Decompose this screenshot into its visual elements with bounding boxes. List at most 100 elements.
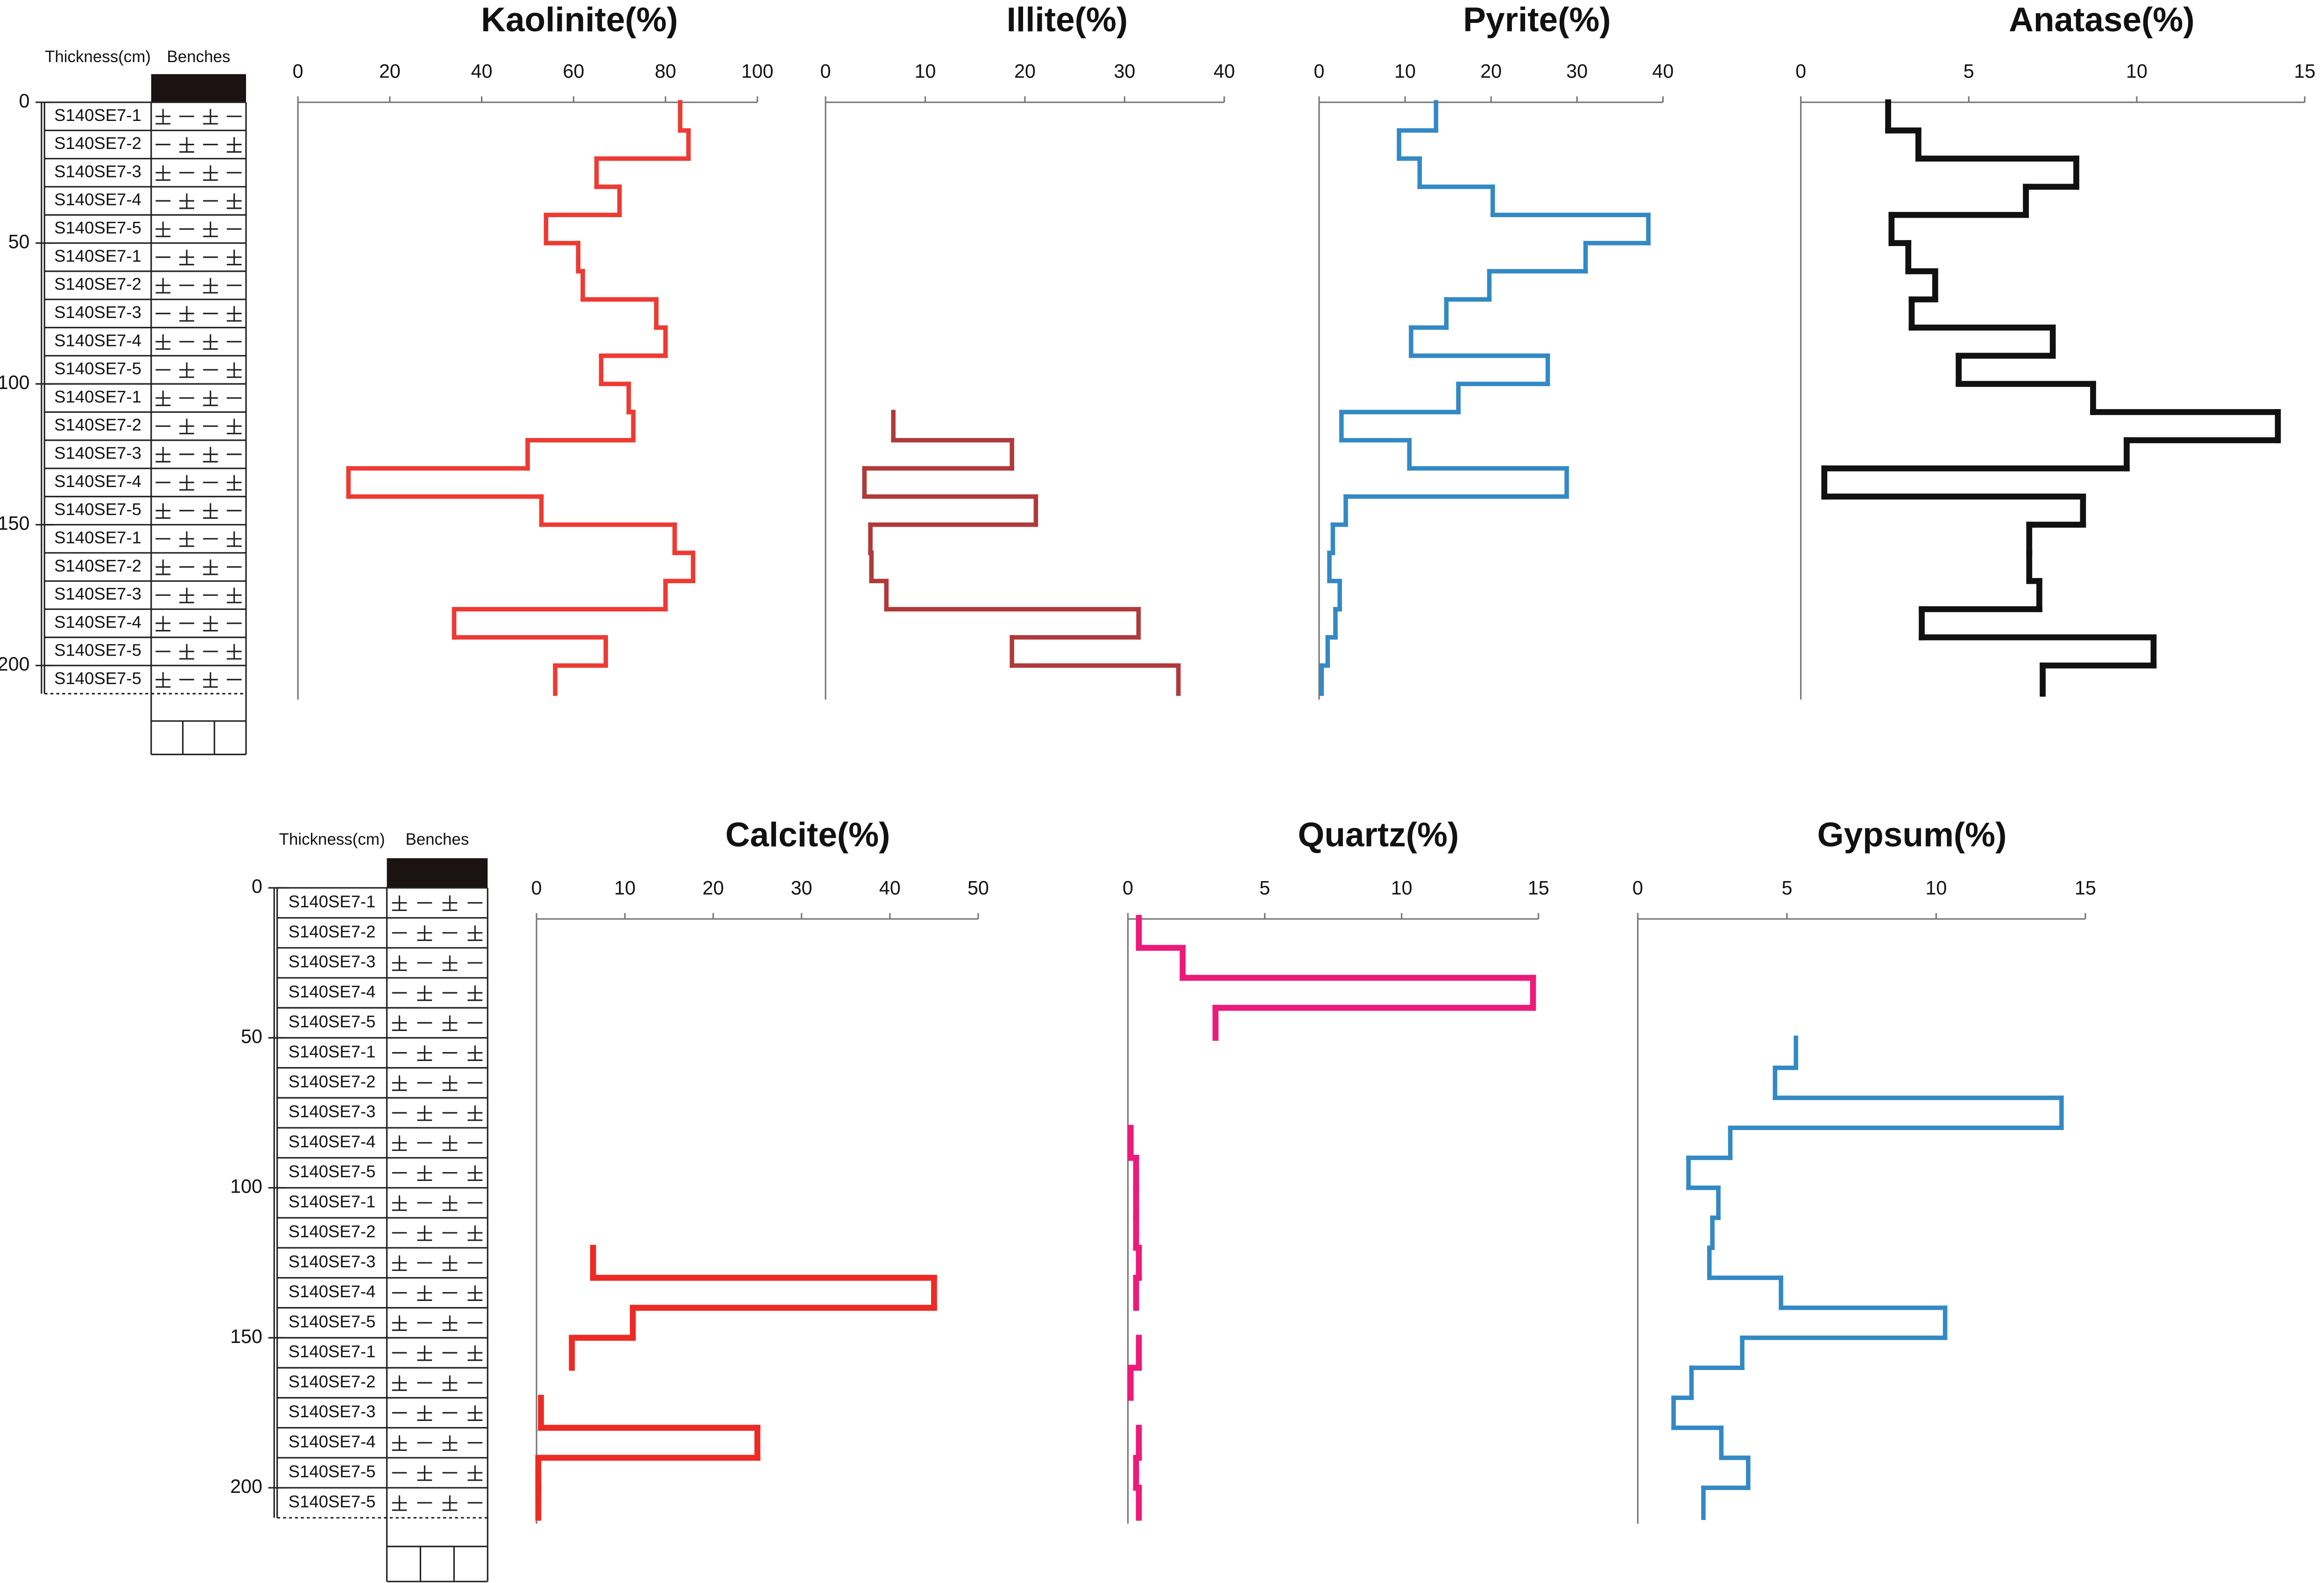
y-tick-label: 200 xyxy=(0,653,29,675)
x-tick-label: 0 xyxy=(531,877,542,898)
sample-label: S140SE7-1 xyxy=(289,1192,376,1211)
x-tick-label: 40 xyxy=(471,60,493,82)
sample-label: S140SE7-5 xyxy=(289,1012,376,1031)
y-tick-label: 0 xyxy=(252,876,262,897)
y-tick-label: 150 xyxy=(230,1326,262,1347)
chart-title: Illite(%) xyxy=(1007,1,1128,39)
sample-label: S140SE7-5 xyxy=(54,359,141,378)
x-tick-label: 0 xyxy=(1632,877,1643,898)
x-tick-label: 20 xyxy=(1480,60,1502,82)
y-tick-label: 150 xyxy=(0,513,29,534)
x-tick-label: 5 xyxy=(1259,877,1270,898)
x-tick-label: 30 xyxy=(1114,60,1135,82)
sample-label: S140SE7-5 xyxy=(54,669,141,688)
sample-label: S140SE7-2 xyxy=(289,1222,376,1241)
y-tick-label: 0 xyxy=(19,90,30,112)
sample-label: S140SE7-4 xyxy=(54,331,141,350)
x-tick-label: 40 xyxy=(1214,60,1235,82)
x-tick-label: 60 xyxy=(563,60,584,82)
x-tick-label: 10 xyxy=(1391,877,1413,898)
x-tick-label: 40 xyxy=(879,877,901,898)
sample-label: S140SE7-2 xyxy=(54,275,141,294)
x-tick-label: 15 xyxy=(1528,877,1549,898)
sample-label: S140SE7-3 xyxy=(54,444,141,463)
sample-label: S140SE7-3 xyxy=(289,1252,376,1271)
x-tick-label: 10 xyxy=(614,877,636,898)
y-tick-label: 50 xyxy=(8,231,30,252)
sample-label: S140SE7-4 xyxy=(54,190,141,209)
x-tick-label: 0 xyxy=(1795,60,1806,82)
x-tick-label: 30 xyxy=(1566,60,1588,82)
x-tick-label: 0 xyxy=(293,60,304,82)
sample-label: S140SE7-2 xyxy=(289,922,376,941)
sample-label: S140SE7-4 xyxy=(289,982,376,1001)
sample-label: S140SE7-5 xyxy=(289,1462,376,1481)
sample-label: S140SE7-5 xyxy=(289,1162,376,1181)
x-tick-label: 0 xyxy=(820,60,831,82)
sample-label: S140SE7-1 xyxy=(289,1342,376,1361)
header-bar xyxy=(151,74,246,103)
x-tick-label: 20 xyxy=(702,877,724,898)
chart-title: Anatase(%) xyxy=(2009,1,2195,39)
sample-label: S140SE7-3 xyxy=(289,952,376,971)
column-header: Benches xyxy=(167,48,230,66)
x-tick-label: 10 xyxy=(1394,60,1416,82)
sample-label: S140SE7-3 xyxy=(289,1102,376,1121)
sample-label: S140SE7-5 xyxy=(289,1492,376,1511)
sample-label: S140SE7-2 xyxy=(289,1072,376,1091)
x-tick-label: 0 xyxy=(1314,60,1324,82)
sample-label: S140SE7-3 xyxy=(289,1402,376,1421)
sample-label: S140SE7-3 xyxy=(54,584,141,603)
sample-label: S140SE7-2 xyxy=(54,134,141,153)
sample-label: S140SE7-1 xyxy=(289,892,376,911)
sample-label: S140SE7-4 xyxy=(289,1282,376,1301)
x-tick-label: 0 xyxy=(1123,877,1133,898)
sample-label: S140SE7-2 xyxy=(54,415,141,434)
x-tick-label: 5 xyxy=(1781,877,1792,898)
sample-label: S140SE7-4 xyxy=(54,472,141,491)
sample-label: S140SE7-1 xyxy=(54,106,141,125)
sample-label: S140SE7-4 xyxy=(289,1132,376,1151)
sample-label: S140SE7-3 xyxy=(54,303,141,322)
chart-title: Quartz(%) xyxy=(1298,816,1459,854)
x-tick-label: 30 xyxy=(791,877,812,898)
x-tick-label: 5 xyxy=(1964,60,1974,82)
x-tick-label: 10 xyxy=(2126,60,2147,82)
y-tick-label: 100 xyxy=(230,1176,262,1197)
sample-label: S140SE7-3 xyxy=(54,162,141,181)
sample-label: S140SE7-1 xyxy=(54,387,141,406)
sample-label: S140SE7-5 xyxy=(54,218,141,237)
chart-title: Gypsum(%) xyxy=(1817,816,2007,854)
x-tick-label: 50 xyxy=(968,877,989,898)
sample-label: S140SE7-5 xyxy=(289,1312,376,1331)
column-title: Thickness(cm) xyxy=(279,830,385,848)
sample-label: S140SE7-1 xyxy=(54,246,141,265)
y-tick-label: 200 xyxy=(230,1476,262,1497)
chart-title: Calcite(%) xyxy=(725,816,890,854)
x-tick-label: 10 xyxy=(1925,877,1947,898)
x-tick-label: 15 xyxy=(2294,60,2316,82)
sample-label: S140SE7-4 xyxy=(289,1432,376,1451)
column-title: Thickness(cm) xyxy=(45,48,151,66)
y-tick-label: 100 xyxy=(0,372,29,393)
column-header: Benches xyxy=(405,830,469,848)
x-tick-label: 10 xyxy=(914,60,936,82)
sample-label: S140SE7-1 xyxy=(54,528,141,547)
sample-label: S140SE7-1 xyxy=(289,1042,376,1061)
sample-label: S140SE7-5 xyxy=(54,500,141,519)
x-tick-label: 100 xyxy=(742,60,774,82)
sample-label: S140SE7-4 xyxy=(54,612,141,631)
sample-label: S140SE7-2 xyxy=(54,556,141,575)
sample-label: S140SE7-5 xyxy=(54,641,141,660)
x-tick-label: 80 xyxy=(655,60,676,82)
x-tick-label: 40 xyxy=(1652,60,1674,82)
x-tick-label: 20 xyxy=(1014,60,1036,82)
sample-label: S140SE7-2 xyxy=(289,1372,376,1391)
chart-title: Pyrite(%) xyxy=(1463,1,1611,39)
x-tick-label: 15 xyxy=(2075,877,2096,898)
header-bar xyxy=(387,858,488,888)
x-tick-label: 20 xyxy=(379,60,401,82)
y-tick-label: 50 xyxy=(241,1025,262,1047)
